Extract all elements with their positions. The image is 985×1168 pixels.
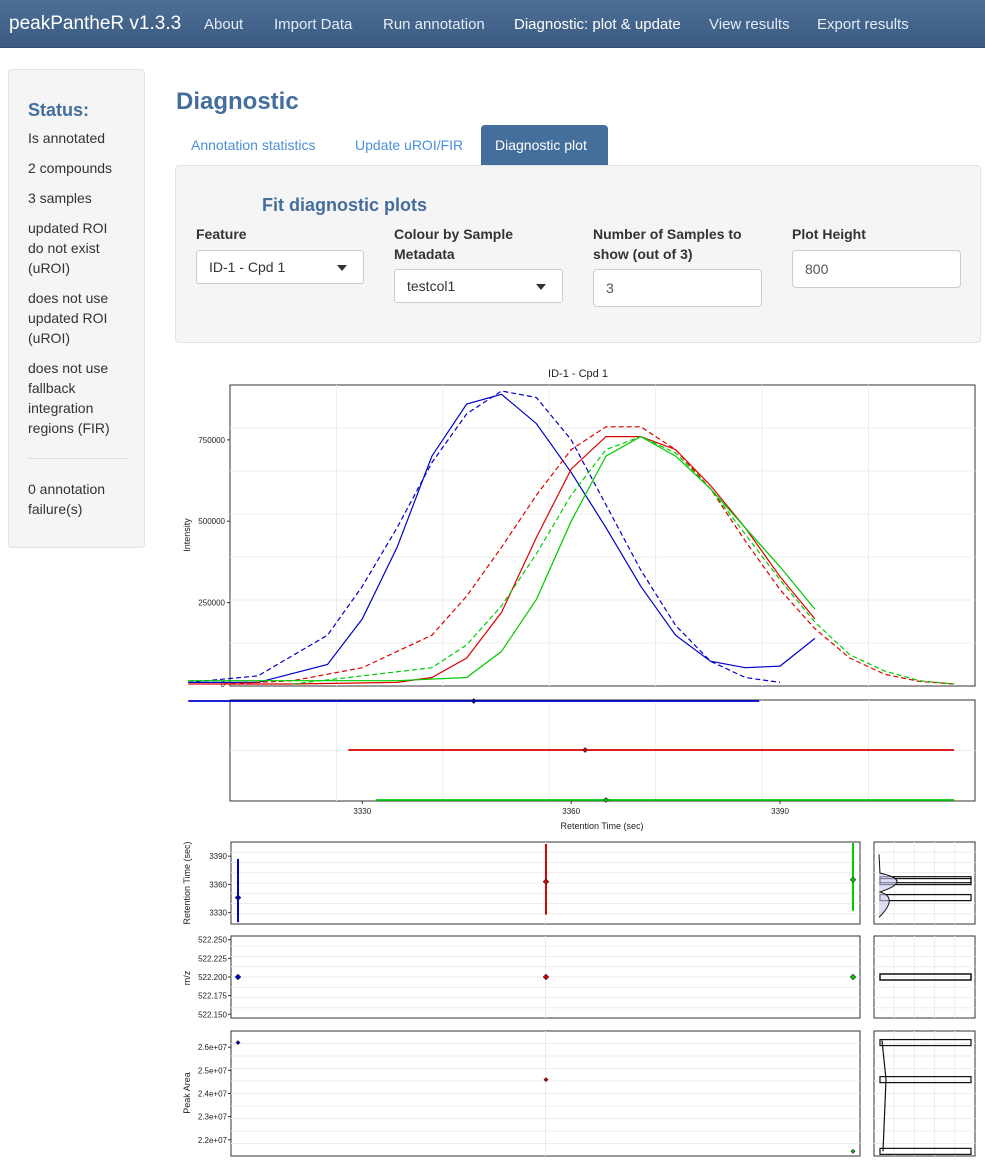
- rt-panel-point: [234, 894, 242, 901]
- y-tick-label: 522.225: [198, 954, 227, 963]
- status-samples: 3 samples: [28, 190, 92, 206]
- nav-run-annotation[interactable]: Run annotation: [383, 16, 485, 33]
- nsamples-input[interactable]: 3: [593, 269, 762, 307]
- nav-diagnostic[interactable]: Diagnostic: plot & update: [514, 16, 681, 33]
- caret-down-icon: [536, 284, 546, 290]
- height-label: Plot Height: [792, 226, 866, 242]
- mz-panel-y-label: m/z: [182, 970, 192, 985]
- status-failures: 0 annotation failure(s): [28, 481, 106, 517]
- y-tick-label: 3360: [209, 880, 227, 889]
- rt-range-point: [603, 797, 609, 803]
- y-tick-label: 3390: [209, 852, 227, 861]
- area-panel-density-box: [879, 1076, 972, 1084]
- rt-panel-point: [542, 878, 550, 885]
- area-panel-point: [235, 1040, 241, 1045]
- controls-panel: Fit diagnostic plots Feature ID-1 - Cpd …: [175, 165, 981, 343]
- intensity-curve-2: [188, 390, 781, 683]
- status-uroi-use: does not use updated ROI (uROI): [28, 290, 109, 346]
- area-panel-y-label: Peak Area: [182, 1072, 192, 1114]
- y-axis-label: Intensity: [182, 518, 192, 552]
- status-annotated: Is annotated: [28, 130, 106, 146]
- y-tick-label: 522.200: [198, 973, 227, 982]
- tab-diagnostic-plot[interactable]: Diagnostic plot: [481, 125, 608, 165]
- colour-select[interactable]: testcol1: [394, 269, 563, 303]
- colour-label: Colour by Sample Metadata: [394, 226, 514, 262]
- y-tick-label: 750000: [198, 436, 225, 445]
- plot-title: ID-1 - Cpd 1: [548, 368, 608, 380]
- navbar: peakPantheR v1.3.3 About Import Data Run…: [0, 0, 985, 48]
- x-tick-label: 3360: [562, 807, 580, 816]
- feature-select[interactable]: ID-1 - Cpd 1: [196, 250, 364, 284]
- y-tick-label: 250000: [198, 599, 225, 608]
- panel-title: Fit diagnostic plots: [262, 195, 427, 215]
- area-density-curve: [881, 1040, 887, 1152]
- nav-export-results[interactable]: Export results: [817, 16, 909, 33]
- status-sidebar: Status: Is annotated 2 compounds 3 sampl…: [8, 69, 145, 548]
- nav-about[interactable]: About: [204, 16, 244, 33]
- caret-down-icon: [337, 265, 347, 271]
- sidebar-divider: [28, 458, 128, 459]
- intensity-curve-4: [222, 426, 955, 685]
- rt-panel-y-label: Retention Time (sec): [182, 841, 192, 924]
- nsamples-label: Number of Samples to show (out of 3): [593, 226, 742, 262]
- area-panel-density-box: [879, 1147, 972, 1155]
- y-tick-label: 3330: [209, 909, 227, 918]
- nav-import-data[interactable]: Import Data: [274, 16, 353, 33]
- y-tick-label: 2.5e+07: [198, 1066, 228, 1075]
- status-compounds: 2 compounds: [28, 160, 113, 176]
- y-tick-label: 2.2e+07: [198, 1136, 228, 1145]
- rt-range-point: [470, 698, 477, 704]
- intensity-curve-6: [292, 435, 955, 685]
- intensity-curve-5: [188, 435, 816, 682]
- area-panel-density-box: [879, 1038, 972, 1047]
- feature-label: Feature: [196, 226, 247, 242]
- area-panel-point: [850, 1148, 856, 1154]
- y-tick-label: 2.3e+07: [198, 1113, 228, 1122]
- area-panel-point: [543, 1077, 549, 1083]
- status-uroi-exist: updated ROI do not exist (uROI): [28, 220, 108, 276]
- intensity-panel: [229, 384, 976, 687]
- feature-select-value: ID-1 - Cpd 1: [209, 259, 286, 275]
- y-tick-label: 2.4e+07: [198, 1090, 228, 1099]
- mz-panel-density-box: [879, 973, 972, 981]
- y-tick-label: 522.150: [198, 1010, 227, 1019]
- rt-range-point: [582, 747, 589, 753]
- diagnostic-plot: ID-1 - Cpd 1Intensity0250000500000750000…: [182, 368, 976, 1157]
- y-tick-label: 500000: [198, 517, 225, 526]
- colour-select-value: testcol1: [407, 278, 456, 294]
- status-fir: does not use fallback integration region…: [28, 360, 110, 436]
- y-tick-label: 522.250: [198, 936, 227, 945]
- mz-panel-point: [849, 973, 857, 981]
- app-brand[interactable]: peakPantheR v1.3.3: [9, 13, 182, 34]
- page-title: Diagnostic: [176, 88, 299, 115]
- mz-panel-point: [234, 973, 242, 981]
- rt-density-curve: [878, 854, 898, 918]
- x-axis-label: Retention Time (sec): [560, 821, 643, 831]
- y-tick-label: 2.6e+07: [198, 1043, 228, 1052]
- intensity-curve-1: [188, 393, 816, 684]
- x-tick-label: 3330: [353, 807, 371, 816]
- nav-view-results[interactable]: View results: [709, 16, 790, 33]
- x-tick-label: 3390: [771, 807, 789, 816]
- y-tick-label: 522.175: [198, 992, 227, 1001]
- tab-annotation-statistics[interactable]: Annotation statistics: [191, 137, 316, 153]
- height-input[interactable]: 800: [792, 250, 961, 288]
- status-title: Status:: [28, 100, 90, 120]
- mz-panel-point: [542, 973, 550, 981]
- tab-update-uroi-fir[interactable]: Update uROI/FIR: [355, 137, 464, 153]
- rt-panel-point: [849, 876, 857, 883]
